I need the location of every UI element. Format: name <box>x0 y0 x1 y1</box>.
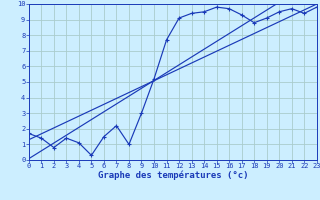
X-axis label: Graphe des températures (°c): Graphe des températures (°c) <box>98 171 248 180</box>
